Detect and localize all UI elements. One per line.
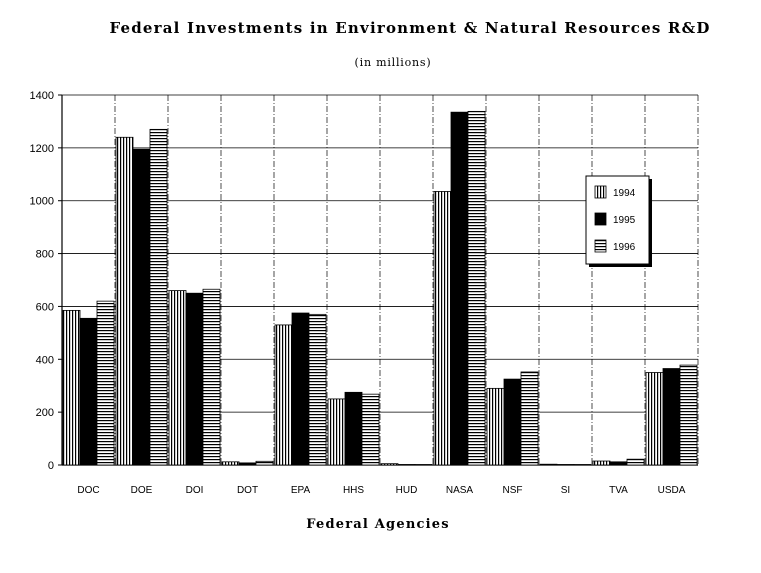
bar-doi-1995 <box>185 292 204 466</box>
legend-swatch-1996 <box>594 239 607 253</box>
bar-doe-1995 <box>132 148 151 466</box>
bar-si-1994 <box>539 463 558 466</box>
gridlines <box>62 94 699 465</box>
y-tick-label: 600 <box>36 301 54 313</box>
bar-hhs-1995 <box>344 391 363 466</box>
y-tick-label: 800 <box>36 249 54 261</box>
y-tick-label: 0 <box>48 460 54 472</box>
bar-epa-1996 <box>308 313 327 466</box>
chart-subtitle: (in millions) <box>355 56 432 69</box>
x-tick-label-doe: DOE <box>131 485 153 496</box>
x-tick-label-dot: DOT <box>237 485 258 496</box>
x-tick-label-nasa: NASA <box>446 485 474 496</box>
bar-si-1996 <box>573 464 592 466</box>
x-axis-label: Federal Agencies <box>306 517 449 532</box>
y-tick-label: 1000 <box>30 196 54 208</box>
axes <box>58 94 698 466</box>
bar-nsf-1994 <box>486 387 505 466</box>
y-tick-label: 400 <box>36 354 54 366</box>
x-tick-label-epa: EPA <box>291 485 311 496</box>
bar-tva-1994 <box>592 460 611 466</box>
x-tick-label-doc: DOC <box>77 485 99 496</box>
x-tick-label-doi: DOI <box>186 485 204 496</box>
x-tick-labels: DOC DOE DOI DOT EPA HHS HUD NASA NSF SI TVA USDA <box>77 485 685 496</box>
bar-hud-1994 <box>380 463 399 466</box>
bar-doe-1994 <box>115 136 134 466</box>
legend-label-1995: 1995 <box>613 215 636 226</box>
bars <box>62 110 698 466</box>
bar-doc-1996 <box>96 300 115 466</box>
bar-dot-1995 <box>238 462 257 466</box>
x-tick-label-tva: TVA <box>609 485 628 496</box>
legend-label-1994: 1994 <box>613 188 636 199</box>
bar-usda-1995 <box>662 368 681 466</box>
legend-label-1996: 1996 <box>613 242 636 253</box>
bar-nsf-1996 <box>520 371 539 466</box>
bar-nasa-1995 <box>450 111 469 466</box>
bar-si-1995 <box>556 464 575 466</box>
bar-doc-1995 <box>79 317 98 466</box>
x-tick-label-si: SI <box>561 485 570 496</box>
bar-doi-1994 <box>168 290 187 466</box>
y-tick-labels: 0 200 400 600 800 1000 1200 1400 <box>30 90 54 472</box>
bar-usda-1996 <box>679 364 698 466</box>
x-tick-label-hhs: HHS <box>343 485 364 496</box>
bar-dot-1994 <box>221 461 240 466</box>
bar-doc-1994 <box>62 309 81 466</box>
x-tick-label-usda: USDA <box>658 485 686 496</box>
y-tick-label: 200 <box>36 407 54 419</box>
y-tick-label: 1400 <box>30 90 54 102</box>
bar-usda-1994 <box>645 372 664 466</box>
bar-epa-1994 <box>274 324 293 466</box>
bar-hhs-1996 <box>361 393 380 466</box>
x-tick-label-nsf: NSF <box>503 485 523 496</box>
bar-tva-1995 <box>609 461 628 466</box>
bar-epa-1995 <box>291 312 310 466</box>
legend-swatch-1995 <box>594 212 607 226</box>
bar-doi-1996 <box>202 288 221 466</box>
bar-tva-1996 <box>626 458 645 466</box>
bar-nasa-1996 <box>467 110 486 466</box>
bar-nasa-1994 <box>433 191 452 466</box>
x-tick-label-hud: HUD <box>396 485 418 496</box>
bar-hud-1996 <box>414 464 433 466</box>
bar-hhs-1994 <box>327 398 346 466</box>
bar-nsf-1995 <box>503 378 522 466</box>
legend: 1994 1995 1996 <box>585 175 652 267</box>
bar-hud-1995 <box>397 464 416 466</box>
chart-title: Federal Investments in Environment & Nat… <box>109 19 710 37</box>
bar-doe-1996 <box>149 128 168 466</box>
legend-swatch-1994 <box>594 185 607 199</box>
bar-dot-1996 <box>255 460 274 466</box>
y-tick-label: 1200 <box>30 143 54 155</box>
